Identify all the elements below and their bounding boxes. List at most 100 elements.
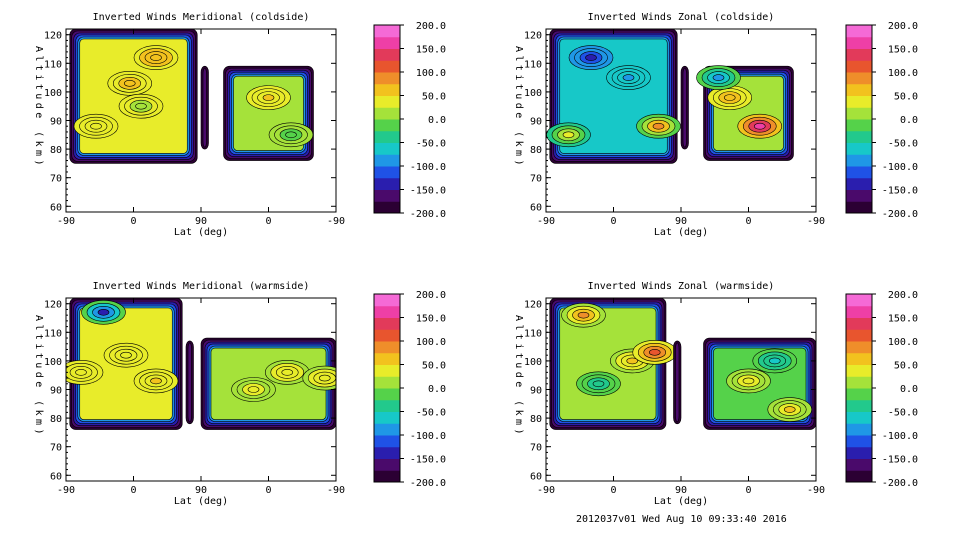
- y-tick-label: 110: [44, 328, 62, 339]
- colorbar-swatch: [374, 107, 400, 120]
- colorbar-tick-label: 100.0: [416, 68, 446, 79]
- y-axis-label-char: (: [33, 400, 44, 406]
- colorbar-tick-label: 0.0: [900, 115, 918, 126]
- y-axis-label-char: m: [513, 150, 524, 156]
- x-tick-label: 0: [610, 485, 616, 496]
- y-axis-label-char: i: [33, 74, 44, 80]
- colorbar-swatch: [846, 388, 872, 401]
- y-tick-label: 120: [524, 300, 542, 311]
- contour-feature: [768, 357, 781, 365]
- colorbar-swatch: [374, 166, 400, 179]
- colorbar-swatch: [846, 177, 872, 190]
- y-tick-label: 80: [530, 145, 542, 156]
- y-axis-label-char: ): [513, 160, 524, 166]
- contour-feature: [712, 74, 725, 81]
- y-tick-label: 70: [50, 443, 62, 454]
- colorbar-tick-label: 0.0: [428, 384, 446, 395]
- y-axis-label-char: e: [513, 381, 524, 387]
- y-axis-label-char: m: [33, 419, 44, 425]
- colorbar-swatch: [374, 48, 400, 61]
- y-tick-label: 120: [524, 31, 542, 42]
- colorbar-swatch: [374, 352, 400, 365]
- contour-feature: [262, 94, 275, 101]
- y-tick-label: 60: [530, 202, 542, 213]
- colorbar-tick-label: 50.0: [894, 92, 918, 103]
- y-axis-label-char: l: [33, 324, 44, 330]
- colorbar-tick-label: 150.0: [416, 314, 446, 325]
- x-tick-label: -90: [327, 485, 345, 496]
- colorbar-swatch: [846, 107, 872, 120]
- x-tick-label: 90: [675, 216, 687, 227]
- colorbar-swatch: [846, 189, 872, 202]
- colorbar-swatch: [374, 177, 400, 190]
- colorbar-swatch: [846, 329, 872, 342]
- chart-panel-0: Inverted Winds Meridional (coldside) 120 1…: [33, 12, 446, 238]
- colorbar-swatch: [846, 423, 872, 436]
- contour-feature: [753, 122, 766, 130]
- colorbar-tick-label: 150.0: [416, 45, 446, 56]
- colorbar-tick-label: -100.0: [882, 162, 918, 173]
- colorbar-swatch: [846, 201, 872, 214]
- colorbar-tick-label: -200.0: [882, 478, 918, 489]
- colorbar-swatch: [374, 458, 400, 471]
- colorbar-swatch: [846, 154, 872, 167]
- y-axis-label-char: t: [513, 84, 524, 90]
- colorbar-swatch: [846, 83, 872, 96]
- contour-feature: [150, 377, 162, 385]
- colorbar-swatch: [374, 329, 400, 342]
- contour-feature: [97, 308, 110, 316]
- colorbar-swatch: [374, 305, 400, 318]
- y-axis-label-char: d: [33, 103, 44, 109]
- contour-feature: [723, 94, 736, 101]
- y-axis-label-char: l: [33, 55, 44, 61]
- data-layer: [549, 298, 816, 430]
- y-tick-label: 60: [50, 202, 62, 213]
- y-tick-label: 60: [530, 471, 542, 482]
- colorbar-swatch: [374, 72, 400, 85]
- colorbar-swatch: [846, 435, 872, 448]
- colorbar-tick-label: 150.0: [888, 45, 918, 56]
- colorbar-swatch: [374, 423, 400, 436]
- x-tick-label: -90: [57, 485, 75, 496]
- colorbar-swatch: [374, 119, 400, 132]
- y-axis-label-char: t: [33, 334, 44, 340]
- y-axis-label-char: l: [513, 324, 524, 330]
- y-axis-label-char: e: [33, 381, 44, 387]
- y-axis-label-char: A: [513, 315, 524, 321]
- contour-feature: [123, 80, 136, 87]
- y-tick-label: 100: [44, 88, 62, 99]
- y-axis-label-char: (: [33, 131, 44, 137]
- chart-panel-1: Inverted Winds Zonal (coldside) 120 110 100…: [513, 12, 918, 238]
- colorbar-swatch: [846, 130, 872, 143]
- colorbar-tick-label: -150.0: [882, 186, 918, 197]
- colorbar-tick-label: -150.0: [410, 455, 446, 466]
- y-tick-label: 120: [44, 300, 62, 311]
- y-tick-label: 90: [50, 117, 62, 128]
- x-tick-label: 0: [130, 216, 136, 227]
- x-tick-label: 90: [195, 216, 207, 227]
- colorbar-swatch: [846, 72, 872, 85]
- colorbar-swatch: [846, 411, 872, 424]
- y-axis-label-char: l: [513, 55, 524, 61]
- colorbar-tick-label: -100.0: [410, 162, 446, 173]
- colorbar-swatch: [846, 364, 872, 377]
- y-tick-label: 80: [530, 414, 542, 425]
- colorbar-swatch: [846, 60, 872, 73]
- colorbar-tick-label: 200.0: [416, 290, 446, 301]
- colorbar-swatch: [846, 166, 872, 179]
- y-tick-label: 70: [530, 443, 542, 454]
- y-axis-label-char: t: [33, 353, 44, 359]
- colorbar-swatch: [374, 60, 400, 73]
- data-layer: [66, 298, 336, 430]
- x-tick-label: 0: [265, 216, 271, 227]
- y-axis-label-char: ): [33, 429, 44, 435]
- chart-title: Inverted Winds Meridional (coldside): [93, 12, 310, 23]
- colorbar-tick-label: 0.0: [900, 384, 918, 395]
- colorbar-swatch: [846, 25, 872, 38]
- contour-feature: [120, 351, 132, 359]
- colorbar-tick-label: -150.0: [410, 186, 446, 197]
- colorbar-tick-label: 50.0: [422, 92, 446, 103]
- chart-panel-3: Inverted Winds Zonal (warmside) 120 110 100…: [513, 281, 918, 507]
- y-tick-label: 110: [44, 59, 62, 70]
- colorbar-swatch: [846, 470, 872, 483]
